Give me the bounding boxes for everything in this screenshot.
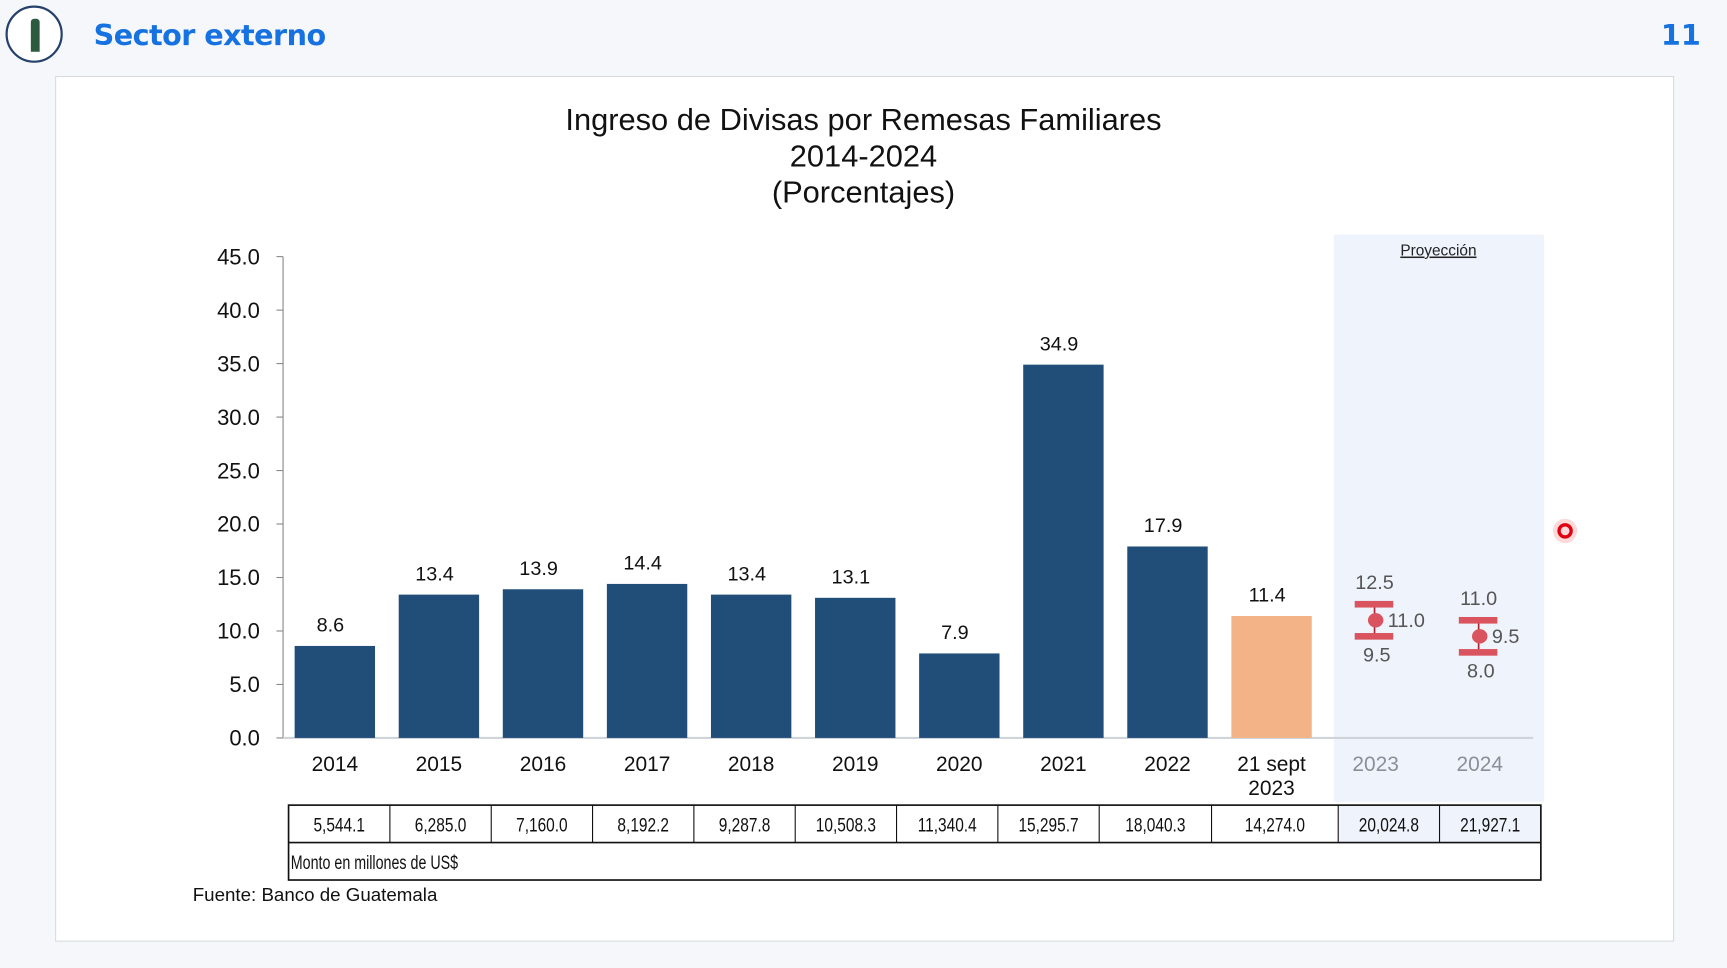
y-tick-label: 35.0 bbox=[217, 351, 260, 376]
projection-low-label: 9.5 bbox=[1363, 645, 1391, 667]
table-amount-cell: 18,040.3 bbox=[1125, 814, 1185, 836]
x-tick-label: 2023 bbox=[1352, 753, 1399, 776]
bar-21-sept-2023 bbox=[1231, 616, 1312, 738]
bar-value-label: 8.6 bbox=[317, 615, 345, 637]
chart-title-line: Ingreso de Divisas por Remesas Familiare… bbox=[565, 102, 1161, 137]
x-tick-label: 2016 bbox=[520, 753, 567, 776]
bar-value-label: 13.4 bbox=[727, 563, 766, 585]
bar-2014 bbox=[294, 645, 376, 738]
table-amount-cell: 8,192.2 bbox=[617, 814, 669, 836]
y-tick-label: 20.0 bbox=[217, 512, 260, 537]
table-amount-cell: 6,285.0 bbox=[415, 814, 467, 836]
error-cap-low bbox=[1354, 633, 1394, 640]
x-tick-label: 2018 bbox=[728, 753, 775, 776]
bar-2020 bbox=[919, 653, 1000, 738]
x-tick-label: 21 sept bbox=[1237, 753, 1306, 776]
y-tick-label: 5.0 bbox=[229, 672, 260, 697]
projection-region bbox=[1333, 234, 1545, 802]
source-note: Fuente: Banco de Guatemala bbox=[192, 884, 438, 906]
x-tick-label: 2017 bbox=[624, 753, 671, 776]
table-amount-cell: 14,274.0 bbox=[1245, 814, 1305, 836]
projection-low-label: 8.0 bbox=[1467, 661, 1495, 683]
y-tick-label: 45.0 bbox=[217, 244, 260, 269]
y-tick-label: 0.0 bbox=[229, 726, 260, 751]
x-tick-label: 2021 bbox=[1040, 753, 1087, 776]
x-tick-label: 2023 bbox=[1248, 777, 1295, 800]
error-cap-high bbox=[1458, 616, 1498, 624]
table-amount-cell: 5,544.1 bbox=[313, 814, 365, 836]
projection-label: Proyección bbox=[1400, 243, 1476, 260]
table-amount-cell: 7,160.0 bbox=[516, 814, 568, 836]
table-amount-cell: 15,295.7 bbox=[1018, 814, 1078, 836]
table-amount-cell: 10,508.3 bbox=[816, 814, 876, 836]
bar-2019 bbox=[815, 597, 896, 738]
bar-value-label: 34.9 bbox=[1040, 333, 1079, 355]
y-tick-label: 25.0 bbox=[217, 458, 260, 483]
bar-value-label: 14.4 bbox=[623, 553, 662, 575]
projection-mid-label: 9.5 bbox=[1492, 626, 1520, 648]
x-tick-label: 2015 bbox=[416, 753, 463, 776]
table-caption: Monto en millones de US$ bbox=[291, 851, 459, 874]
error-cap-high bbox=[1354, 600, 1394, 608]
bar-2021 bbox=[1023, 364, 1104, 738]
x-tick-label: 2014 bbox=[312, 753, 359, 776]
projection-point-2023 bbox=[1367, 613, 1384, 628]
projection-mid-label: 11.0 bbox=[1388, 610, 1425, 632]
bar-value-label: 13.4 bbox=[415, 563, 454, 585]
x-tick-label: 2022 bbox=[1144, 753, 1191, 776]
x-tick-label: 2024 bbox=[1456, 753, 1503, 776]
bar-2018 bbox=[710, 594, 792, 738]
error-cap-low bbox=[1458, 649, 1498, 656]
y-tick-label: 30.0 bbox=[217, 405, 260, 430]
chart-title-line: (Porcentajes) bbox=[772, 175, 955, 210]
table-amount-cell: 9,287.8 bbox=[719, 814, 771, 836]
y-tick-label: 15.0 bbox=[217, 565, 260, 590]
projection-high-label: 11.0 bbox=[1460, 588, 1497, 610]
bar-value-label: 7.9 bbox=[941, 622, 969, 644]
y-tick-label: 10.0 bbox=[217, 619, 260, 644]
section-title: Sector externo bbox=[93, 19, 327, 53]
bar-value-label: 13.1 bbox=[832, 567, 871, 589]
projection-point-2024 bbox=[1472, 629, 1488, 644]
chart-title-line: 2014-2024 bbox=[790, 138, 937, 173]
table-amount-cell: 21,927.1 bbox=[1460, 814, 1520, 836]
bar-value-label: 11.4 bbox=[1249, 585, 1286, 607]
table-amount-cell: 20,024.8 bbox=[1359, 814, 1419, 836]
y-tick-label: 40.0 bbox=[217, 298, 260, 323]
bar-2015 bbox=[398, 594, 480, 738]
bar-2022 bbox=[1127, 546, 1208, 738]
page-number: 11 bbox=[1660, 19, 1701, 53]
table-amount-cell: 11,340.4 bbox=[918, 814, 977, 836]
bar-2017 bbox=[606, 583, 688, 738]
bar-value-label: 13.9 bbox=[519, 558, 558, 580]
x-tick-label: 2020 bbox=[936, 753, 983, 776]
projection-high-label: 12.5 bbox=[1355, 572, 1394, 594]
bar-value-label: 17.9 bbox=[1144, 515, 1183, 537]
banguat-logo bbox=[5, 5, 63, 63]
x-tick-label: 2019 bbox=[832, 753, 879, 776]
bar-2016 bbox=[502, 589, 584, 738]
